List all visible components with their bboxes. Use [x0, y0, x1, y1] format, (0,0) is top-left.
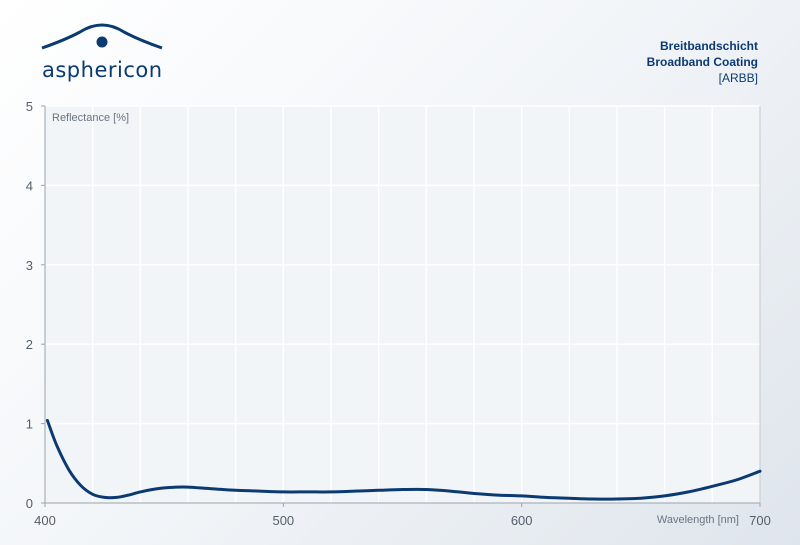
plot-area [45, 106, 760, 503]
x-tick-label: 600 [511, 513, 533, 528]
y-tick-label: 0 [26, 496, 33, 511]
x-tick-label: 700 [749, 513, 771, 528]
y-tick-label: 1 [26, 417, 33, 432]
y-tick-label: 4 [26, 178, 33, 193]
axes [41, 105, 761, 507]
asphericon-logo-icon [41, 23, 163, 50]
y-tick-label: 5 [26, 99, 33, 114]
tick-labels: 0 1 2 3 4 5 400 500 600 700 [26, 99, 771, 528]
y-tick-label: 2 [26, 337, 33, 352]
x-tick-label: 500 [272, 513, 294, 528]
chart-title: Breitbandschicht [659, 39, 758, 53]
brand-name: asphericon [42, 58, 163, 82]
coating-code: [ARBB] [718, 71, 758, 85]
x-tick-label: 400 [34, 513, 56, 528]
reflectance-series-line [45, 418, 762, 501]
y-tick-label: 3 [26, 258, 33, 273]
y-axis-label: Reflectance [%] [52, 112, 129, 124]
grid [45, 105, 760, 503]
chart-subtitle: Broadband Coating [646, 55, 758, 69]
x-axis-label: Wavelength [nm] [657, 514, 739, 526]
